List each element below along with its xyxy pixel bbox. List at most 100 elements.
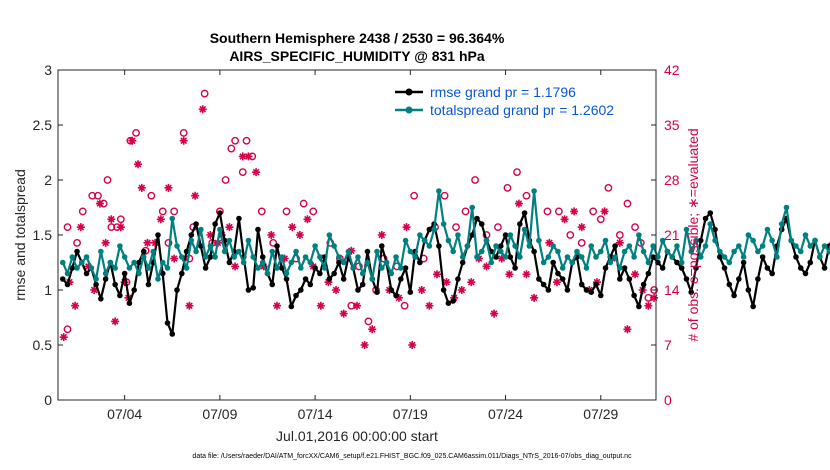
totalspread-point: [417, 232, 423, 238]
rmse-point: [250, 285, 257, 291]
x-tick-label: 07/04: [107, 406, 142, 422]
totalspread-point: [631, 254, 637, 260]
totalspread-point: [331, 243, 337, 249]
totalspread-point: [126, 265, 133, 271]
obs-evaluated-marker: [482, 262, 491, 271]
rmse-point: [436, 243, 442, 249]
rmse-point: [640, 281, 647, 288]
rmse-point: [626, 276, 633, 282]
obs-possible-marker: [522, 191, 531, 200]
totalspread-point: [364, 259, 371, 266]
rmse-point: [155, 232, 161, 238]
totalspread-point: [655, 254, 661, 260]
totalspread-point: [559, 265, 566, 271]
rmse-point: [374, 289, 380, 296]
rmse-point: [745, 287, 752, 293]
totalspread-point: [526, 243, 533, 249]
rmse-point: [797, 265, 804, 271]
rmse-point: [288, 303, 295, 310]
totalspread-point: [745, 232, 752, 238]
obs-evaluated-marker: [360, 341, 369, 349]
totalspread-point: [593, 254, 599, 260]
rmse-point: [278, 265, 285, 271]
obs-evaluated-marker: [425, 301, 434, 310]
obs-evaluated-marker: [497, 254, 506, 263]
totalspread-point: [712, 237, 718, 244]
obs-evaluated-marker: [101, 238, 110, 247]
rmse-point: [317, 270, 323, 277]
obs-possible-marker: [242, 136, 251, 145]
totalspread-point: [669, 254, 675, 260]
totalspread-point: [131, 259, 137, 266]
obs-possible-marker: [158, 207, 167, 216]
obs-possible-marker: [650, 286, 658, 294]
obs-possible-marker: [604, 183, 613, 192]
rmse-point: [712, 226, 718, 233]
totalspread-point: [359, 270, 366, 277]
totalspread-point: [298, 265, 304, 271]
rmse-point: [74, 248, 80, 255]
obs-possible-marker: [179, 128, 188, 137]
totalspread-point: [378, 265, 385, 271]
totalspread-point: [255, 265, 261, 271]
rmse-point: [255, 226, 261, 233]
chart-subtitle: AIRS_SPECIFIC_HUMIDITY @ 831 hPa: [229, 48, 485, 64]
y-tick-label: 3: [44, 62, 52, 78]
rmse-point: [131, 287, 137, 293]
obs-evaluated-marker: [402, 223, 411, 232]
obs-possible-marker: [309, 207, 318, 216]
totalspread-point: [369, 276, 376, 282]
totalspread-point: [778, 221, 785, 227]
rmse-point: [140, 248, 147, 255]
rmse-point: [169, 331, 176, 337]
rmse-point: [378, 243, 385, 249]
rmse-point: [159, 270, 166, 277]
obs-evaluated-marker: [206, 231, 215, 239]
rmse-point: [121, 270, 128, 277]
totalspread-point: [769, 237, 775, 244]
totalspread-point: [574, 248, 580, 255]
x-tick-label: 07/09: [202, 406, 237, 422]
obs-evaluated-marker: [133, 160, 142, 169]
totalspread-point: [683, 226, 690, 233]
obs-evaluated-marker: [623, 325, 632, 334]
rmse-point: [364, 248, 371, 255]
rmse-point: [507, 254, 514, 260]
totalspread-point: [612, 254, 618, 260]
x-tick-label: 07/19: [393, 406, 428, 422]
y2-tick-label: 14: [664, 282, 680, 298]
y2-tick-label: 42: [664, 62, 680, 78]
totalspread-point: [107, 259, 114, 266]
totalspread-point: [459, 254, 466, 260]
totalspread-point: [797, 248, 804, 255]
rmse-point: [612, 243, 618, 249]
totalspread-point: [64, 270, 71, 277]
totalspread-point: [750, 237, 756, 244]
obs-evaluated-marker: [530, 293, 539, 302]
rmse-point: [688, 289, 695, 296]
totalspread-point: [440, 221, 447, 227]
totalspread-point: [217, 226, 223, 233]
totalspread-point: [483, 237, 490, 244]
rmse-point: [650, 254, 656, 260]
totalspread-point: [355, 254, 361, 260]
totalspread-point: [212, 254, 218, 260]
totalspread-point: [421, 237, 428, 244]
totalspread-line: [61, 189, 830, 281]
rmse-point: [136, 259, 142, 266]
obs-evaluated-marker: [417, 286, 426, 294]
obs-evaluated-marker: [339, 309, 348, 318]
obs-possible-marker: [116, 215, 125, 224]
totalspread-point: [512, 243, 518, 249]
obs-possible-marker: [494, 223, 502, 232]
obs-possible-marker: [282, 207, 291, 216]
rmse-point: [407, 289, 414, 296]
totalspread-point: [807, 243, 814, 249]
rmse-point: [193, 221, 199, 227]
y2-tick-label: 21: [664, 227, 680, 243]
totalspread-point: [450, 248, 456, 255]
totalspread-point: [340, 259, 347, 266]
rmse-point: [821, 265, 828, 271]
totalspread-point: [812, 237, 818, 244]
totalspread-point: [521, 226, 528, 233]
